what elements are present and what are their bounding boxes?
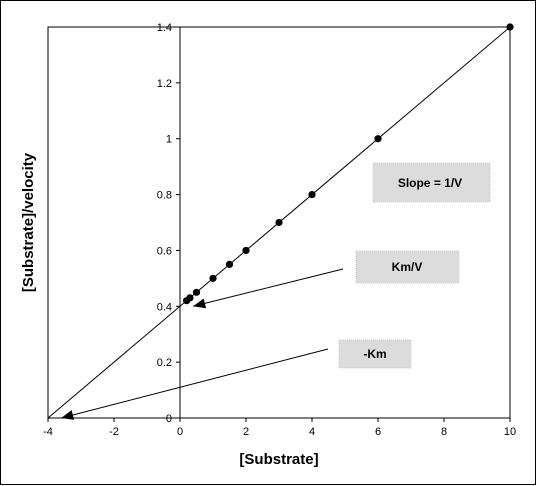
annotation-label: -Km — [363, 347, 386, 361]
data-point — [192, 288, 201, 296]
x-tick-label: -4 — [43, 426, 53, 438]
y-tick-label: 1.4 — [157, 22, 172, 34]
data-point — [308, 190, 316, 199]
x-tick-label: -2 — [109, 426, 119, 438]
arrowhead — [61, 410, 75, 420]
x-tick-label: 10 — [504, 426, 516, 438]
y-axis-title: [Substrate]/velocity — [20, 152, 37, 292]
y-tick-label: 0.6 — [157, 245, 172, 257]
data-point — [506, 23, 514, 31]
x-tick-label: 0 — [177, 426, 183, 438]
plot-area — [47, 26, 511, 419]
y-tick-label: 1.2 — [157, 78, 172, 90]
x-tick-label: 8 — [441, 426, 447, 438]
data-point — [209, 274, 217, 282]
annotation-label: Km/V — [392, 260, 423, 274]
y-tick-label: 1 — [166, 134, 172, 146]
y-tick-label: 0.8 — [157, 190, 172, 202]
data-point — [275, 218, 283, 227]
data-point — [242, 246, 250, 255]
data-point — [186, 294, 194, 302]
data-point — [225, 260, 234, 268]
annotations: Slope = 1/V Km/V -Km — [61, 162, 491, 420]
annotation-label: Slope = 1/V — [398, 176, 462, 190]
y-tick-label: 0.2 — [157, 357, 172, 369]
x-tick-label: 4 — [309, 426, 315, 438]
annotation-box — [338, 339, 412, 369]
y-tick-label: 0.4 — [157, 301, 172, 313]
data-point — [374, 135, 382, 143]
arrowhead — [193, 298, 207, 309]
annotation-arrow — [61, 348, 329, 419]
x-tick-label: 6 — [375, 426, 381, 438]
annotation-box — [372, 162, 491, 203]
x-tick-label: 2 — [243, 426, 249, 438]
annotation-box — [355, 250, 460, 284]
data-points — [183, 23, 514, 305]
x-axis-title: [Substrate] — [239, 451, 318, 468]
annotation-arrow — [193, 268, 344, 307]
axis-ticks: -4 -2 0 2 4 6 8 10 0 0.2 0.4 0.6 0.8 1 1.2 1.4 — [43, 22, 516, 438]
y-tick-label: 0 — [166, 413, 172, 425]
